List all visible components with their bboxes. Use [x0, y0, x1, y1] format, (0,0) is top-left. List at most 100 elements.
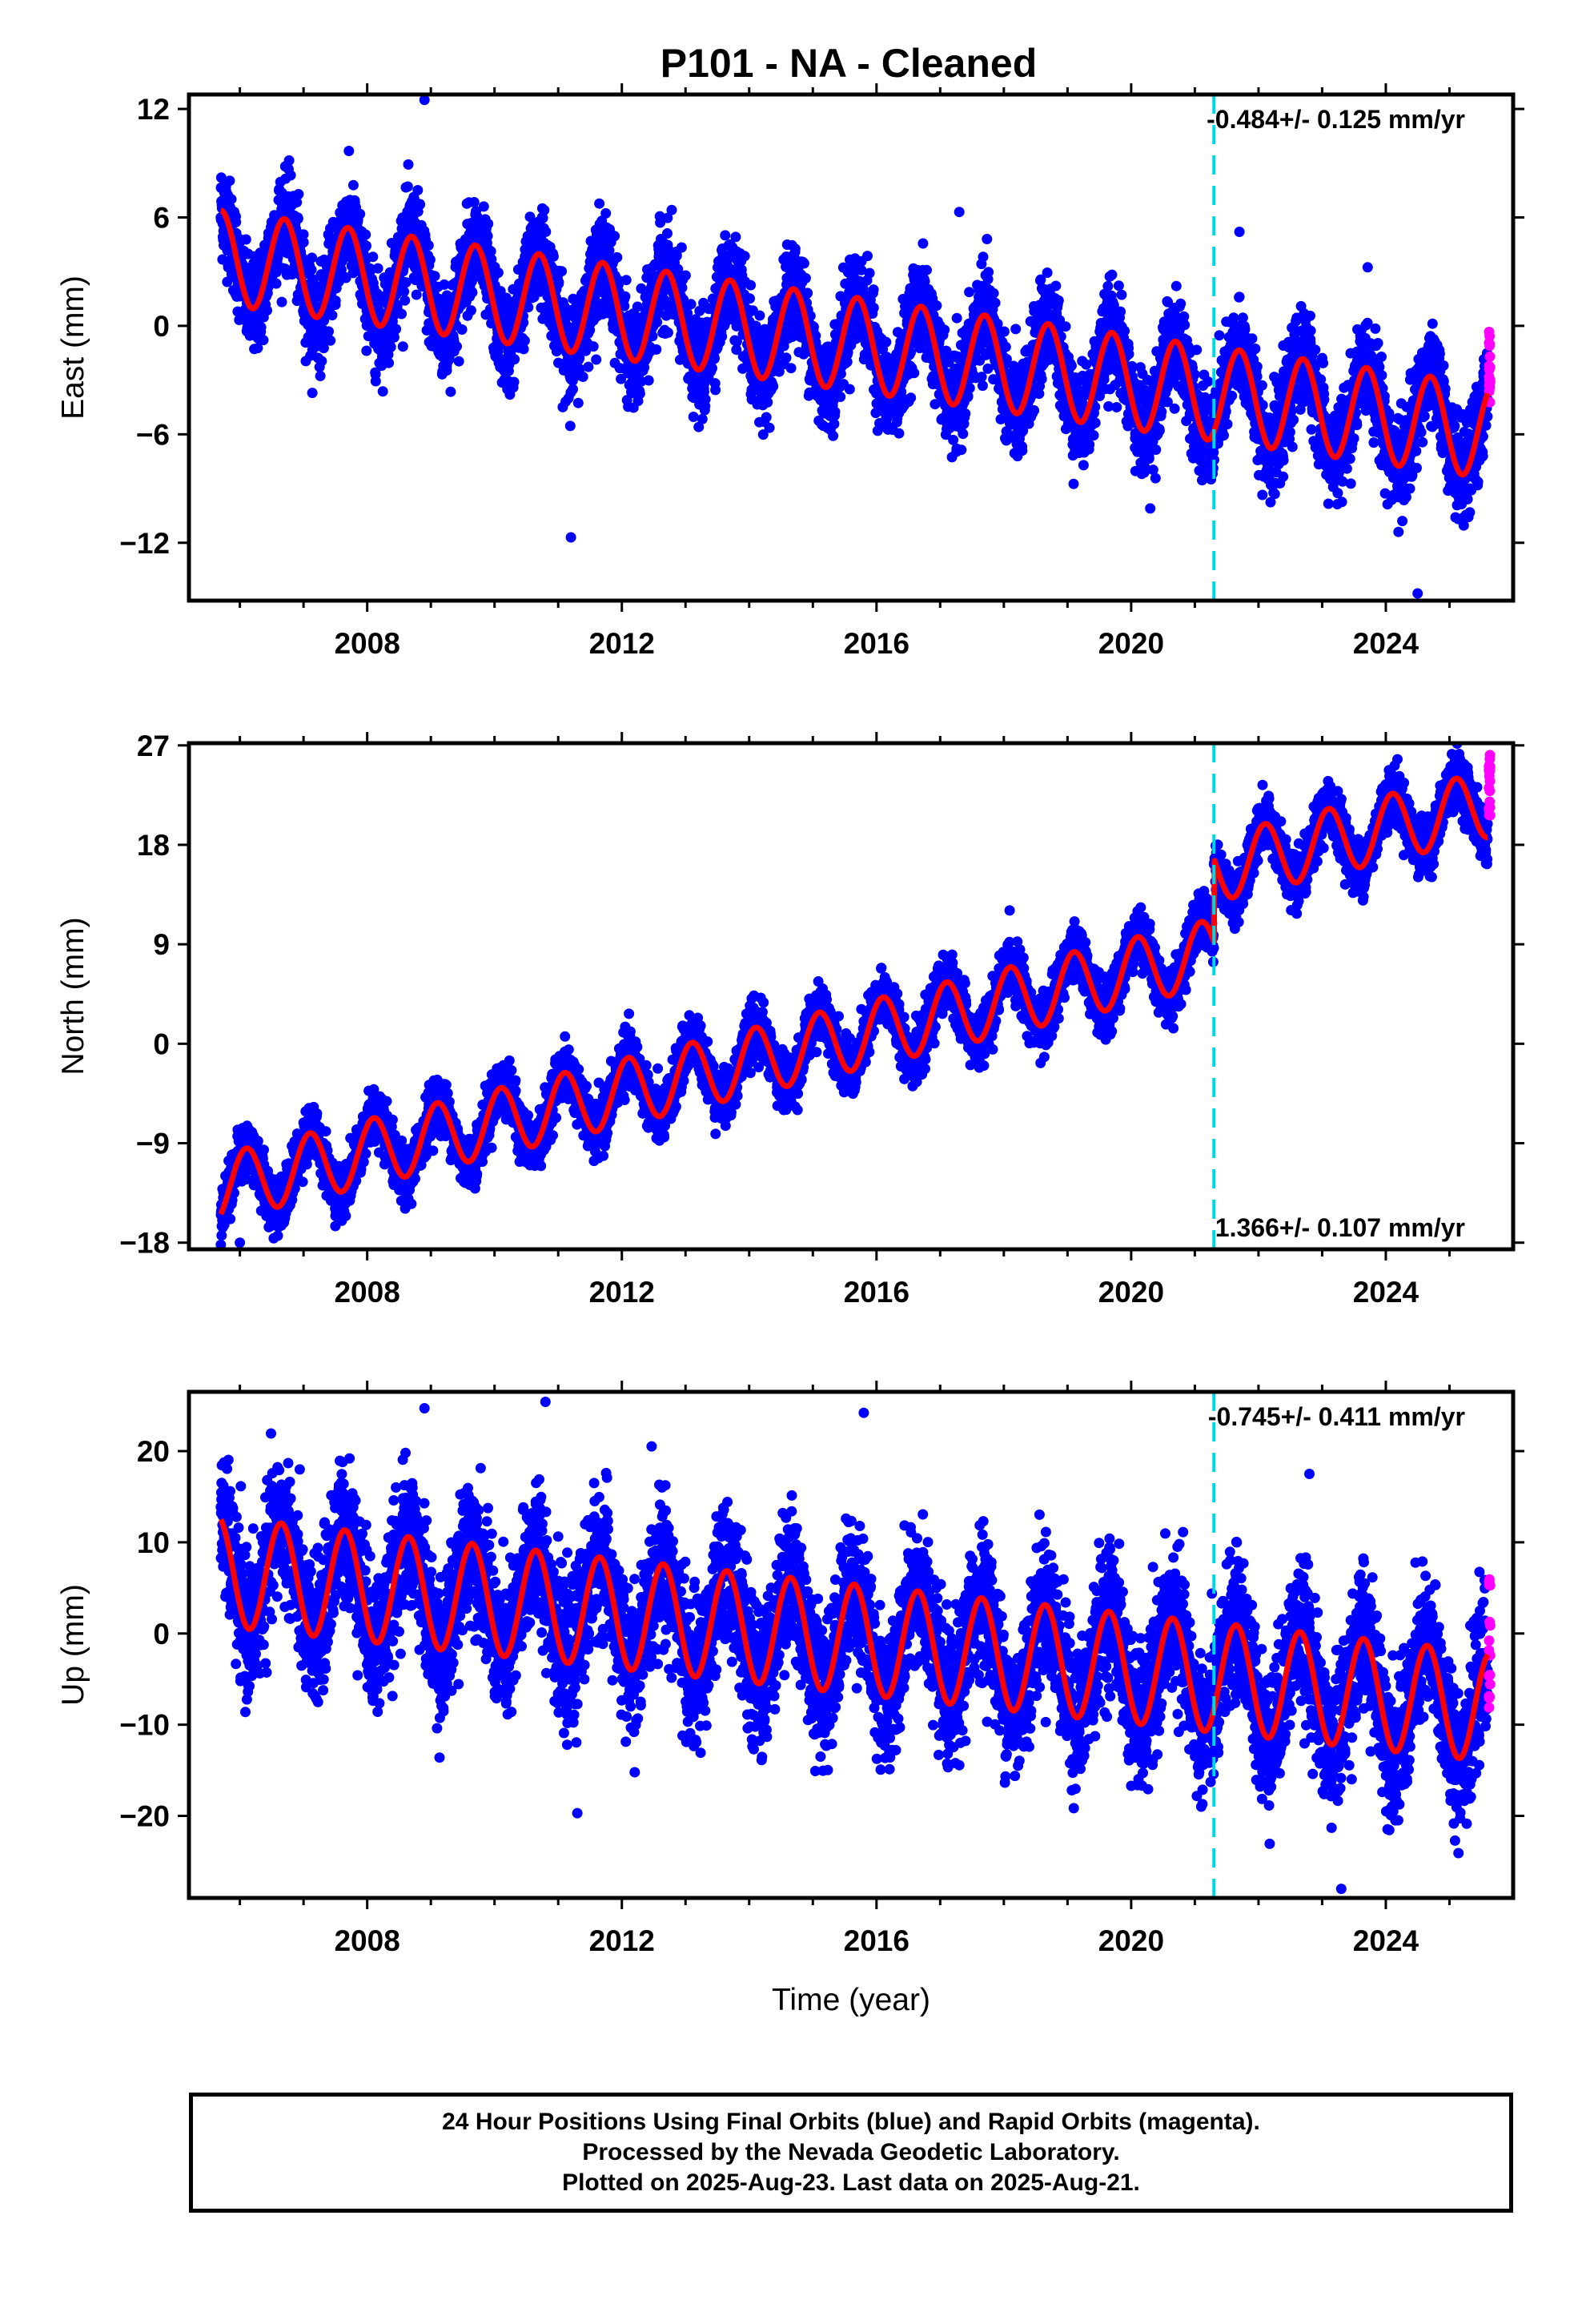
data-point: [276, 296, 287, 308]
data-point: [315, 371, 326, 381]
data-point: [388, 332, 400, 343]
data-point: [327, 310, 338, 321]
data-point: [707, 363, 717, 374]
data-point: [685, 299, 697, 310]
data-point: [343, 146, 355, 156]
data-point: [383, 357, 395, 368]
data-point: [862, 251, 873, 262]
data-point: [271, 278, 282, 289]
data-point: [977, 380, 988, 392]
data-point: [1017, 445, 1028, 456]
data-point: [456, 324, 468, 335]
chart-title: P101 - NA - Cleaned: [661, 41, 1038, 86]
data-point: [400, 277, 412, 288]
data-point: [258, 335, 269, 346]
data-point: [921, 264, 932, 275]
data-point: [306, 264, 317, 275]
data-point: [568, 384, 578, 395]
data-point: [298, 237, 309, 247]
data-point: [424, 254, 436, 265]
data-point: [958, 428, 969, 440]
data-point: [939, 324, 950, 336]
data-point: [412, 185, 424, 195]
data-point: [1000, 341, 1011, 352]
data-point: [666, 204, 677, 215]
data-point: [600, 207, 612, 219]
data-point: [540, 226, 552, 237]
data-point: [612, 251, 623, 263]
data-point: [620, 291, 631, 302]
data-point: [482, 231, 493, 242]
data-point: [397, 341, 408, 352]
data-point: [1060, 321, 1071, 332]
data-point: [492, 267, 504, 278]
data-point: [400, 295, 411, 306]
data-point: [423, 239, 434, 251]
data-point: [917, 238, 929, 249]
data-point: [291, 197, 303, 208]
data-point: [591, 354, 602, 365]
series-final-orbits-east: [215, 94, 1493, 599]
data-point: [800, 272, 811, 283]
data-point: [468, 197, 480, 207]
data-point: [730, 231, 741, 243]
data-point: [651, 344, 662, 355]
data-point: [1078, 460, 1089, 471]
data-point: [577, 372, 588, 382]
data-point: [881, 336, 892, 348]
data-point: [802, 287, 813, 299]
data-point: [445, 386, 456, 397]
data-point: [828, 430, 839, 441]
data-point: [441, 365, 452, 376]
data-point: [318, 343, 329, 354]
data-point: [709, 353, 720, 364]
data-point: [688, 412, 699, 422]
data-point: [231, 216, 242, 227]
data-point: [754, 310, 765, 321]
data-point: [465, 305, 476, 316]
data-point: [222, 276, 233, 287]
data-point: [844, 384, 855, 395]
data-point: [1068, 478, 1079, 489]
data-point: [255, 322, 267, 333]
data-point: [982, 234, 993, 244]
data-point: [868, 284, 879, 296]
data-point: [370, 376, 381, 387]
data-point: [951, 312, 962, 324]
data-point: [452, 341, 462, 352]
data-point: [483, 219, 494, 229]
data-point: [662, 228, 673, 239]
data-point: [1042, 267, 1053, 278]
data-point: [355, 208, 366, 219]
data-point: [391, 324, 402, 335]
data-point: [307, 252, 318, 263]
plot-area-east: [215, 94, 1496, 601]
data-point: [768, 381, 779, 392]
data-point: [429, 271, 440, 282]
data-point: [509, 354, 520, 365]
data-point: [556, 266, 568, 277]
data-point: [361, 345, 372, 356]
data-point: [998, 326, 1010, 337]
data-point: [634, 388, 645, 399]
data-point: [739, 251, 750, 262]
data-point: [283, 155, 295, 166]
data-point: [620, 275, 632, 286]
data-point: [835, 392, 846, 402]
data-point: [868, 302, 879, 313]
data-point: [1066, 360, 1077, 372]
data-point: [1036, 373, 1047, 384]
data-point: [330, 296, 341, 306]
data-point: [1050, 280, 1062, 292]
data-point: [361, 240, 371, 251]
data-point: [893, 428, 905, 439]
data-point: [1029, 405, 1040, 416]
data-point: [415, 199, 426, 210]
data-point: [467, 287, 478, 298]
data-point: [785, 363, 797, 374]
data-point: [960, 408, 971, 419]
data-point: [367, 251, 379, 263]
data-point: [548, 251, 559, 262]
